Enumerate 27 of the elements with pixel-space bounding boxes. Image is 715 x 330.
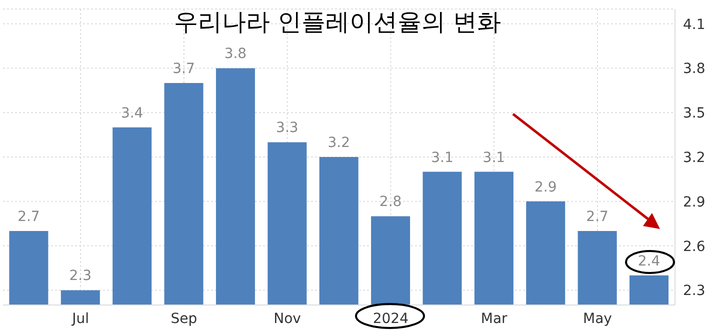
x-tick-label: Jul (71, 310, 89, 327)
data-label: 3.1 (431, 150, 454, 166)
data-label: 2.7 (586, 209, 608, 225)
y-tick-label: 3.2 (683, 150, 706, 166)
data-label: 3.8 (224, 46, 247, 62)
data-label: 3.4 (120, 105, 144, 122)
y-tick-label: 3.5 (683, 106, 706, 122)
data-label: 2.9 (534, 179, 557, 196)
y-tick-label: 3.8 (683, 61, 706, 78)
x-tick-label: 2024 (372, 310, 409, 327)
data-label: 3.3 (276, 120, 298, 136)
chart-title: 우리나라 인플레이션율의 변화 (172, 7, 502, 38)
y-tick-label: 2.6 (683, 238, 706, 255)
data-label: 2.8 (379, 194, 402, 210)
data-label: 2.7 (18, 209, 40, 225)
data-label: 3.7 (172, 61, 195, 77)
x-tick-label: Nov (274, 310, 301, 327)
y-tick-label: 2.3 (683, 283, 706, 300)
x-tick-label: May (582, 310, 612, 327)
data-label: 3.2 (328, 135, 350, 151)
data-label: 2.3 (69, 268, 92, 284)
y-tick-label: 4.1 (683, 16, 706, 33)
x-tick-label: Mar (480, 310, 508, 327)
data-label: 3.1 (482, 150, 506, 166)
x-tick-label: Sep (170, 310, 198, 327)
data-label: 2.4 (638, 253, 660, 270)
y-tick-label: 2.9 (683, 194, 706, 210)
